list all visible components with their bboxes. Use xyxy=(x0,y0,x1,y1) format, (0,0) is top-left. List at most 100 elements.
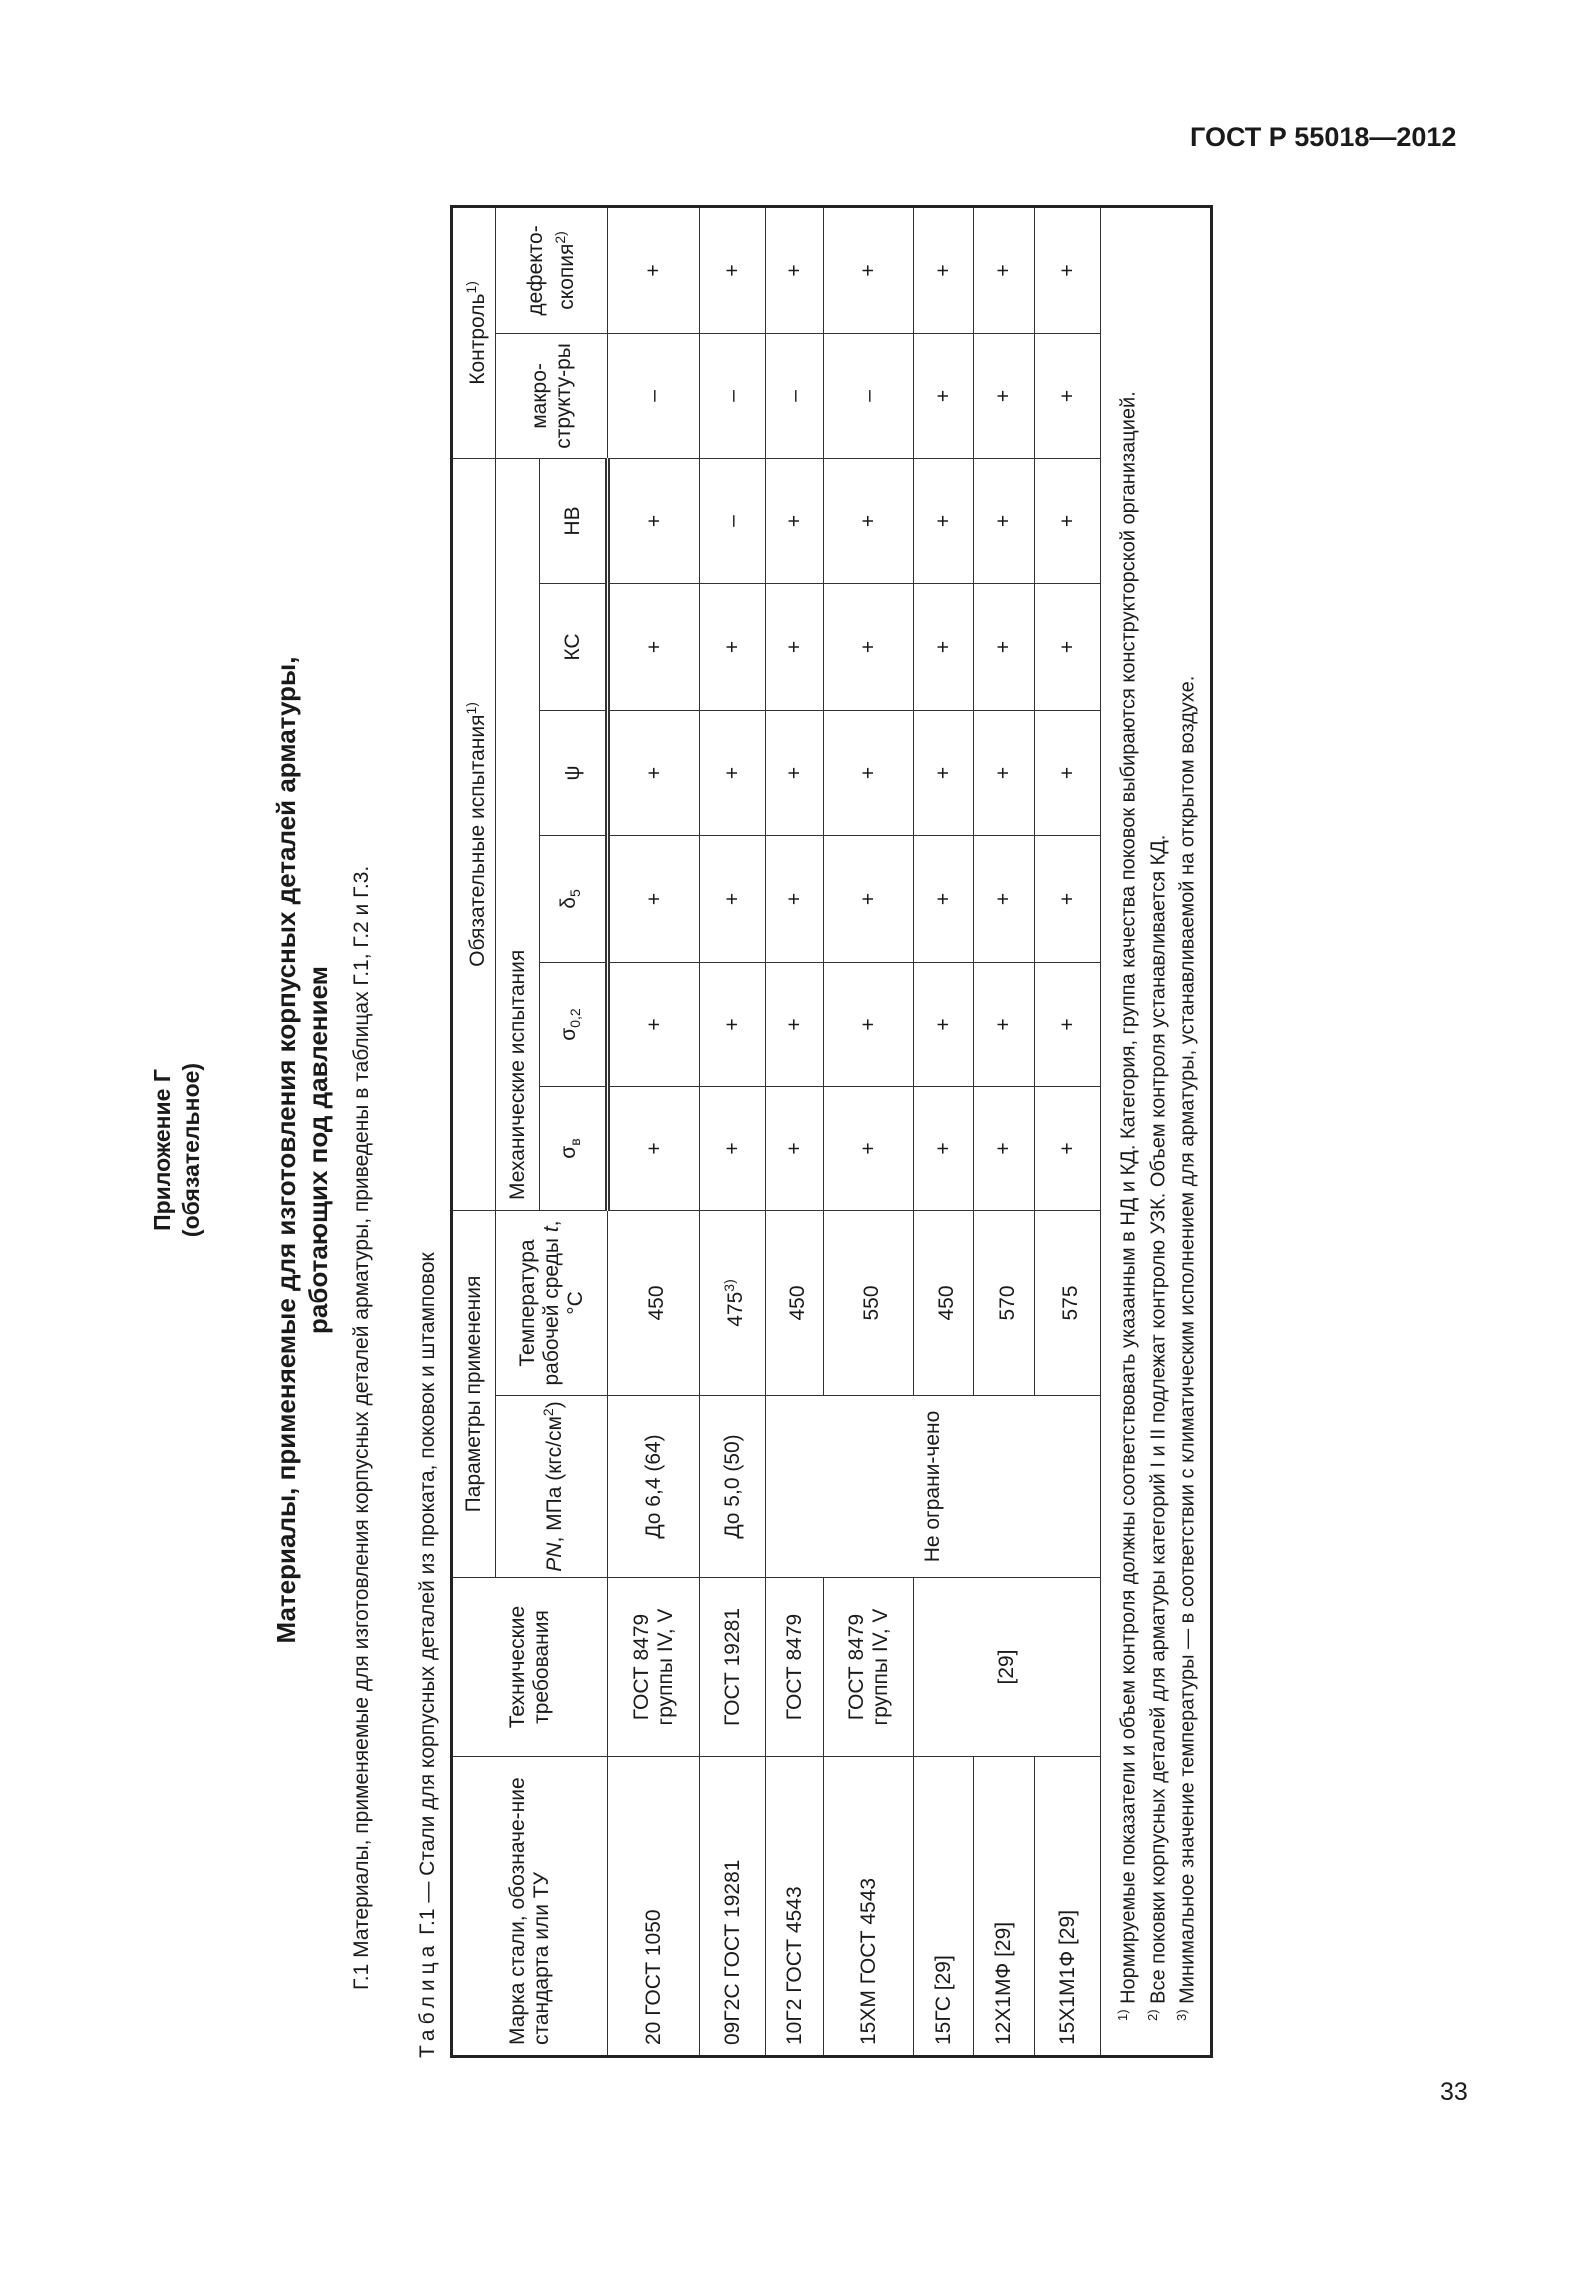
caption-prefix: Таблица xyxy=(416,1940,439,2058)
cell-temp: 550 xyxy=(823,1210,914,1396)
cell-mark: + xyxy=(607,710,700,836)
cell-mark: + xyxy=(823,583,914,711)
header-psi: ψ xyxy=(539,710,608,836)
table-row: 15ХМ ГОСТ 4543 ГОСТ 8479 группы IV, V 550 +… xyxy=(823,206,914,2057)
cell-temp: 4753) xyxy=(699,1210,766,1396)
page-number: 33 xyxy=(1440,2078,1468,2106)
header-macro: макро-структу-ры xyxy=(495,333,608,459)
cell-temp: 570 xyxy=(973,1210,1035,1396)
header-steel: Марка стали, обозначе-ние стандарта или … xyxy=(451,1756,608,2057)
cell-steel: 15Х1М1Ф [29] xyxy=(1034,1756,1101,2057)
cell-mark: + xyxy=(973,710,1035,836)
title-line: работающих под давлением xyxy=(303,966,333,1334)
table-row: 15Х1М1Ф [29] 575 + + + + + + + + xyxy=(1034,206,1101,2057)
cell-mark: – xyxy=(699,458,766,584)
table-row: 20 ГОСТ 1050 ГОСТ 8479 группы IV, V До 6,4… xyxy=(607,206,700,2057)
cell-mark: + xyxy=(823,458,914,584)
cell-temp: 450 xyxy=(765,1210,824,1396)
table-caption: Таблица Г.1 — Стали для корпусных детале… xyxy=(416,1252,440,2058)
cell-pn: Не ограни-чено xyxy=(765,1395,1101,1578)
header-sigma-b: σв xyxy=(539,1086,608,1211)
cell-mark: + xyxy=(913,583,974,711)
cell-mark: + xyxy=(823,962,914,1087)
cell-pn: До 6,4 (64) xyxy=(607,1395,700,1578)
header-control: Контроль1) xyxy=(451,206,496,459)
rotated-content: Приложение Г (обязательное) Материалы, п… xyxy=(118,200,1278,2100)
header-kc: КС xyxy=(539,583,608,711)
cell-mark: + xyxy=(823,206,914,334)
appendix-heading: Приложение Г (обязательное) xyxy=(148,200,206,2100)
cell-mark: – xyxy=(823,333,914,459)
cell-mark: + xyxy=(913,458,974,584)
footnote: 3) Минимальное значение температуры — в … xyxy=(1174,675,1199,2021)
cell-mark: + xyxy=(699,206,766,334)
cell-mark: + xyxy=(765,206,824,334)
cell-mark: + xyxy=(607,835,700,963)
cell-mark: + xyxy=(765,710,824,836)
header-defect: дефекто-скопия2) xyxy=(495,206,608,334)
cell-mark: + xyxy=(765,1086,824,1211)
cell-mark: + xyxy=(973,583,1035,711)
cell-tech: ГОСТ 8479 группы IV, V xyxy=(823,1577,914,1757)
header-delta5: δ5 xyxy=(539,835,608,963)
cell-steel: 15ХМ ГОСТ 4543 xyxy=(823,1756,914,2057)
cell-tech: ГОСТ 8479 группы IV, V xyxy=(607,1577,700,1757)
cell-mark: + xyxy=(607,962,700,1087)
cell-mark: + xyxy=(973,333,1035,459)
cell-steel: 15ГС [29] xyxy=(913,1756,974,2057)
header-params: Параметры применения xyxy=(451,1210,496,1578)
cell-mark: + xyxy=(1034,458,1101,584)
cell-mark: + xyxy=(913,962,974,1087)
header-pn: PN, МПа (кгс/см2) xyxy=(495,1395,608,1578)
page-title: Материалы, применяемые для изготовления … xyxy=(270,200,334,2100)
cell-mark: + xyxy=(823,1086,914,1211)
table-row: 15ГС [29] [29] 450 + + + + + + + + xyxy=(913,206,1101,2057)
cell-mark: + xyxy=(973,962,1035,1087)
table-row: 12Х1МФ [29] 570 + + + + + + + + xyxy=(973,206,1035,2057)
cell-tech: ГОСТ 8479 xyxy=(765,1577,824,1757)
cell-mark: + xyxy=(1034,333,1101,459)
cell-mark: + xyxy=(607,206,700,334)
cell-mark: + xyxy=(973,458,1035,584)
cell-mark: + xyxy=(699,962,766,1087)
table-row: 09Г2С ГОСТ 19281 ГОСТ 19281 До 5,0 (50) 475… xyxy=(699,206,766,2057)
title-line: Материалы, применяемые для изготовления … xyxy=(271,656,301,1644)
cell-mark: + xyxy=(913,710,974,836)
cell-mark: + xyxy=(913,1086,974,1211)
cell-mark: + xyxy=(765,835,824,963)
caption-text: Г.1 — Стали для корпусных деталей из про… xyxy=(416,1252,439,1935)
cell-temp: 450 xyxy=(607,1210,700,1396)
cell-mark: – xyxy=(699,333,766,459)
cell-mark: + xyxy=(699,583,766,711)
header-hb: НВ xyxy=(539,458,608,584)
cell-mark: + xyxy=(973,1086,1035,1211)
appendix-label: Приложение Г xyxy=(149,1069,175,1231)
cell-mark: – xyxy=(607,333,700,459)
cell-mark: + xyxy=(1034,1086,1101,1211)
cell-mark: – xyxy=(765,333,824,459)
footnotes: 1) Нормируемые показатели и объем контро… xyxy=(1100,206,1212,2057)
cell-mark: + xyxy=(973,835,1035,963)
cell-mark: + xyxy=(913,333,974,459)
cell-mark: + xyxy=(765,458,824,584)
cell-steel: 12Х1МФ [29] xyxy=(973,1756,1035,2057)
header-mandatory: Обязательные испытания1) xyxy=(451,458,496,1211)
document-id: ГОСТ Р 55018—2012 xyxy=(1190,122,1457,152)
cell-tech: ГОСТ 19281 xyxy=(699,1577,766,1757)
cell-mark: + xyxy=(1034,206,1101,334)
cell-temp: 575 xyxy=(1034,1210,1101,1396)
cell-mark: + xyxy=(699,710,766,836)
cell-temp: 450 xyxy=(913,1210,974,1396)
cell-mark: + xyxy=(823,710,914,836)
cell-mark: + xyxy=(1034,835,1101,963)
cell-mark: + xyxy=(1034,583,1101,711)
cell-mark: + xyxy=(699,835,766,963)
cell-mark: + xyxy=(1034,710,1101,836)
cell-pn: До 5,0 (50) xyxy=(699,1395,766,1578)
cell-steel: 09Г2С ГОСТ 19281 xyxy=(699,1756,766,2057)
cell-mark: + xyxy=(1034,962,1101,1087)
cell-mark: + xyxy=(607,583,700,711)
table-row: 10Г2 ГОСТ 4543 ГОСТ 8479 Не ограни-чено 450… xyxy=(765,206,1101,2057)
header-mech: Механические испытания xyxy=(495,458,540,1211)
cell-tech: [29] xyxy=(913,1577,1101,1757)
